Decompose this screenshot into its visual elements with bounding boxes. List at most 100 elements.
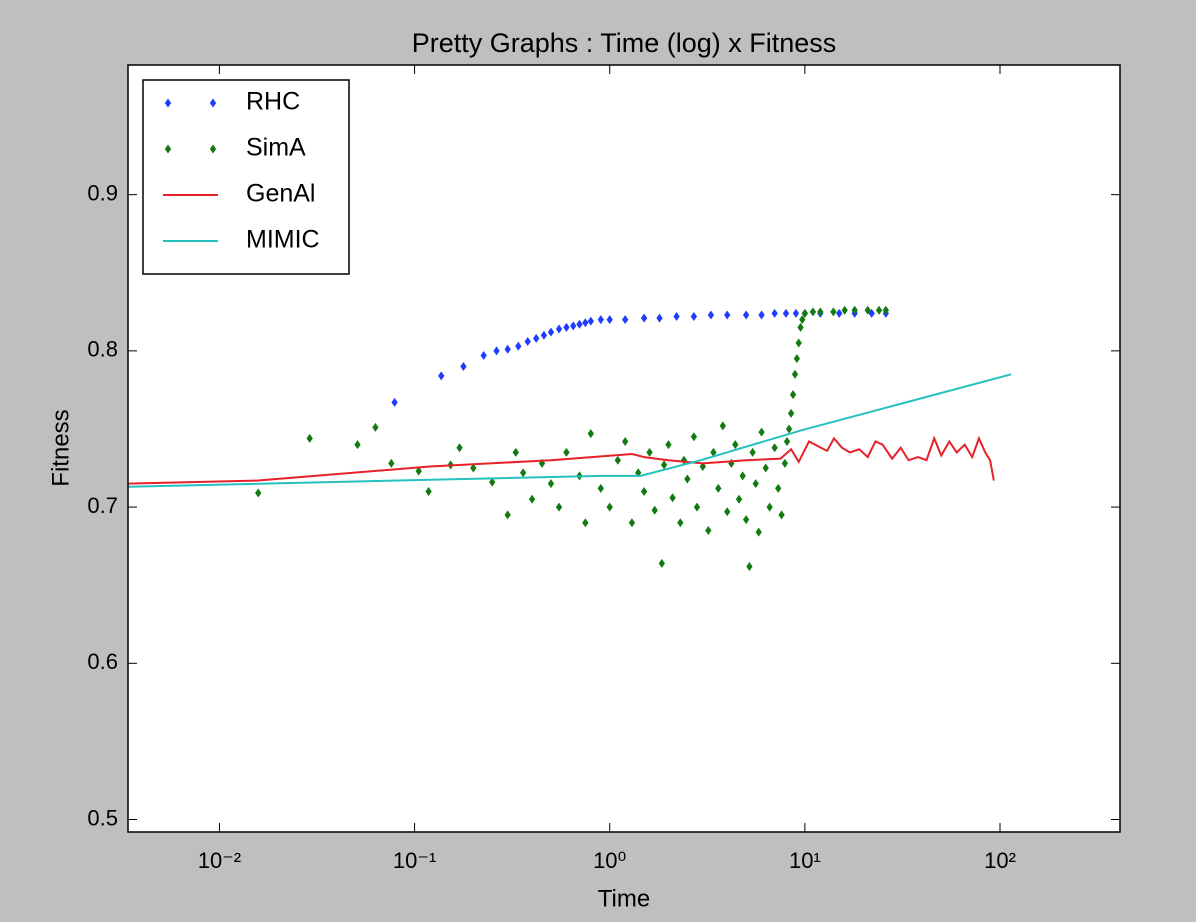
scatter-point (489, 477, 496, 487)
scatter-point (775, 483, 782, 493)
x-axis-label: Time (598, 885, 650, 912)
scatter-point (628, 518, 636, 528)
scatter-point (563, 447, 570, 457)
chart-title: Pretty Graphs : Time (log) x Fitness (412, 28, 837, 58)
scatter-point (540, 330, 548, 340)
scatter-point (817, 307, 824, 317)
scatter-point (749, 447, 756, 457)
scatter-point (758, 427, 765, 437)
scatter-point (519, 468, 527, 478)
scatter-point (354, 440, 361, 450)
scatter-point (640, 486, 648, 496)
plot-marks (128, 305, 1012, 571)
scatter-point (715, 483, 722, 493)
scatter-point (255, 488, 262, 498)
scatter-point (555, 324, 563, 334)
scatter-point (504, 344, 511, 354)
scatter-point (791, 369, 799, 379)
scatter-point (707, 310, 715, 320)
y-tick-label: 0.6 (87, 649, 118, 674)
scatter-point (799, 315, 806, 325)
scatter-point (739, 471, 746, 481)
scatter-point (493, 346, 500, 356)
scatter-point (690, 312, 698, 322)
scatter-point (372, 422, 379, 432)
scatter-point (582, 318, 589, 328)
line-series (128, 373, 1012, 488)
scatter-point (782, 308, 790, 318)
scatter-point (778, 510, 785, 520)
scatter-point (684, 474, 691, 484)
scatter-point (646, 447, 653, 457)
scatter-point (306, 433, 313, 443)
scatter-point (388, 458, 395, 468)
y-tick-label: 0.7 (87, 493, 118, 518)
x-tick-label: 10⁰ (593, 848, 626, 873)
scatter-point (836, 308, 843, 318)
x-tick-label: 10¹ (789, 848, 821, 873)
x-tick-label: 10² (984, 848, 1016, 873)
scatter-point (801, 308, 809, 318)
scatter-point (460, 361, 467, 371)
scatter-point (766, 502, 773, 512)
scatter-point (795, 338, 802, 348)
line-series (128, 435, 995, 485)
x-tick-label: 10⁻² (198, 848, 241, 873)
scatter-point (690, 432, 698, 442)
legend-label: GenAl (246, 180, 315, 208)
scatter-point (787, 408, 795, 418)
scatter-point (851, 305, 858, 315)
scatter-point (480, 351, 487, 361)
scatter-point (752, 479, 759, 489)
scatter-point (656, 313, 663, 323)
scatter-point (771, 443, 778, 453)
scatter-point (762, 463, 769, 473)
scatter-point (705, 526, 712, 536)
scatter-point (651, 505, 658, 515)
scatter-point (622, 436, 629, 446)
scatter-point (793, 354, 801, 364)
scatter-point (758, 310, 765, 320)
scatter-point (606, 502, 613, 512)
scatter-point (781, 458, 789, 468)
legend-box (142, 79, 350, 275)
legend-label: RHC (246, 88, 300, 116)
plot-frame (127, 64, 1121, 833)
scatter-point (660, 460, 668, 470)
scatter-point (658, 558, 666, 568)
scatter-point (746, 561, 753, 571)
scatter-point (841, 305, 848, 315)
scatter-point (742, 310, 750, 320)
scatter-point (597, 315, 604, 325)
y-tick-label: 0.8 (87, 337, 118, 362)
scatter-point (528, 494, 536, 504)
legend-label: SimA (246, 134, 306, 162)
scatter-point (415, 466, 422, 476)
scatter-point (587, 429, 594, 439)
scatter-point (515, 341, 522, 351)
scatter-point (797, 322, 804, 332)
scatter-point (597, 483, 604, 493)
scatter-point (789, 390, 797, 400)
y-tick-label: 0.5 (87, 805, 118, 830)
scatter-point (570, 321, 577, 331)
scatter-point (830, 307, 837, 317)
scatter-point (438, 371, 445, 381)
y-axis-label: Fitness (47, 409, 74, 486)
scatter-point (809, 307, 817, 317)
scatter-point (755, 527, 762, 537)
scatter-point (732, 440, 739, 450)
scatter-point (547, 327, 555, 337)
scatter-point (640, 313, 648, 323)
scatter-point (724, 310, 731, 320)
scatter-point (547, 479, 555, 489)
scatter-point (606, 315, 613, 325)
scatter-point (587, 316, 594, 326)
scatter-point (524, 336, 531, 346)
scatter-point (425, 486, 432, 496)
scatter-point (665, 440, 672, 450)
scatter-point (470, 463, 477, 473)
scatter-point (735, 494, 743, 504)
scatter-point (512, 447, 519, 457)
